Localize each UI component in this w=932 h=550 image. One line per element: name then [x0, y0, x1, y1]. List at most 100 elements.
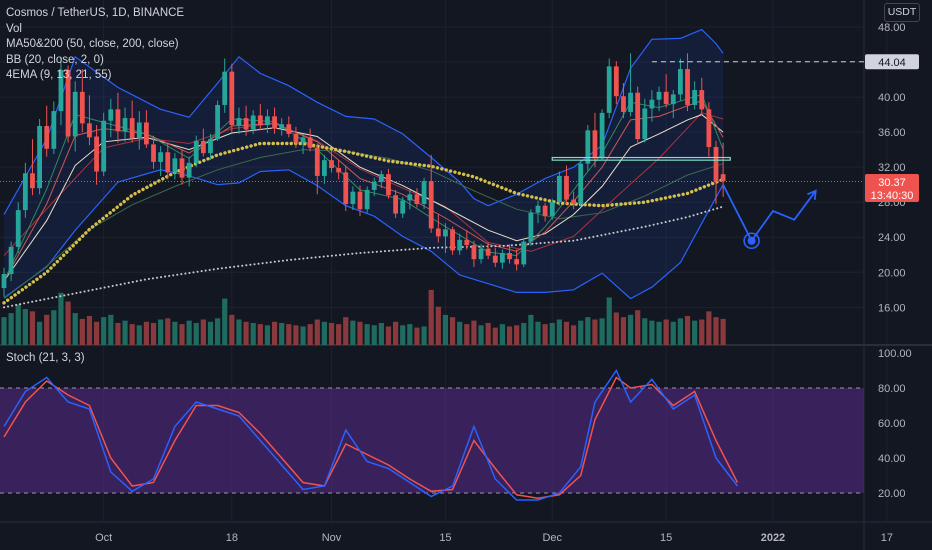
candle-body — [457, 239, 463, 251]
candle-body — [200, 140, 206, 154]
volume-bar — [485, 322, 491, 345]
volume-bar — [706, 311, 712, 345]
candle-body — [706, 109, 712, 148]
volume-bar — [72, 313, 78, 345]
volume-bar — [371, 325, 377, 345]
candle-body — [58, 69, 64, 112]
candle-body — [599, 112, 605, 159]
volume-bar — [37, 321, 43, 345]
candle-body — [549, 202, 555, 217]
candle-body — [571, 199, 576, 204]
stoch-tick-label: 60.00 — [878, 418, 906, 430]
volume-bar — [58, 292, 64, 345]
candle-body — [521, 241, 527, 265]
volume-bar — [122, 320, 128, 345]
volume-bar — [471, 320, 477, 345]
volume-bar — [286, 324, 292, 345]
candle-body — [578, 163, 584, 204]
volume-bar — [378, 322, 384, 345]
candle-body — [51, 111, 57, 149]
candle-body — [279, 124, 285, 129]
stochastic-panel — [0, 368, 864, 501]
volume-bar — [428, 289, 434, 345]
bb-upper-line — [3, 28, 724, 215]
candle-body — [713, 147, 719, 182]
volume-bar — [143, 321, 149, 345]
candle-body — [542, 205, 548, 217]
candle-body — [250, 115, 256, 130]
candle-body — [685, 69, 690, 105]
volume-bar — [293, 325, 299, 345]
candle-body — [464, 239, 470, 246]
volume-bar — [542, 324, 548, 345]
volume-bar — [108, 314, 114, 345]
volume-bar — [136, 325, 142, 345]
volume-bar — [336, 324, 342, 345]
symbol-title[interactable]: Cosmos / TetherUS, 1D, BINANCE — [6, 7, 185, 19]
candle-body — [471, 245, 477, 260]
volume-bar — [684, 316, 691, 345]
candle-body — [144, 122, 149, 145]
volume-bar — [65, 301, 71, 345]
resistance-badge: 44.04 — [865, 54, 919, 70]
volume-bar — [585, 317, 591, 345]
resistance-badge-bg — [865, 54, 919, 70]
time-tick-label: Dec — [542, 532, 562, 544]
volume-bar — [492, 327, 498, 345]
volume-bar — [549, 322, 555, 345]
volume-bar — [158, 319, 164, 345]
candle-body — [286, 124, 292, 134]
stoch-label[interactable]: Stoch (21, 3, 3) — [6, 352, 85, 364]
volume-bar — [343, 317, 349, 345]
time-tick-label: 2022 — [761, 532, 785, 544]
stoch-tick-label: 100.00 — [878, 348, 912, 360]
candle-body — [165, 152, 171, 173]
candle-body — [678, 69, 683, 95]
candle-body — [628, 92, 633, 112]
volume-bar — [193, 322, 199, 345]
candle-body — [378, 174, 384, 183]
candle-body — [485, 248, 491, 256]
volume-bar — [414, 327, 420, 345]
candle-body — [699, 90, 705, 110]
price-tick-label: 20.00 — [878, 267, 906, 279]
volume-bar — [385, 326, 392, 345]
candle-body — [243, 118, 249, 130]
volume-bar — [677, 318, 683, 345]
volume-bar — [435, 306, 441, 345]
candle-body — [172, 158, 178, 173]
candle-body — [208, 139, 213, 154]
vol-label[interactable]: Vol — [6, 22, 22, 35]
volume-bar — [328, 322, 335, 345]
ma50-line — [2, 141, 725, 305]
candle-body — [272, 116, 277, 129]
volume-bar — [236, 319, 242, 345]
candle-body — [407, 194, 413, 201]
volume-bar — [321, 321, 327, 345]
candle-body — [364, 189, 370, 210]
candle-body — [564, 175, 569, 200]
volume-bar — [22, 309, 28, 345]
candle-body — [421, 181, 427, 204]
candle-body — [314, 147, 320, 176]
support-zone — [551, 156, 731, 161]
ma-label[interactable]: MA50&200 (50, close, 200, close) — [6, 38, 179, 50]
indicator-legend: Cosmos / TetherUS, 1D, BINANCE Vol MA50&… — [6, 6, 184, 84]
volume-bar — [115, 322, 121, 345]
volume-bar — [165, 318, 171, 345]
volume-bar — [8, 313, 14, 345]
bb-label[interactable]: BB (20, close, 2, 0) — [6, 53, 104, 66]
volume-bar — [571, 325, 577, 345]
candle-body — [101, 120, 107, 172]
ema-label[interactable]: 4EMA (9, 13, 21, 55) — [6, 69, 112, 81]
candle-body — [151, 144, 156, 162]
candle-body — [336, 168, 342, 173]
currency-badge[interactable]: USDT — [884, 3, 920, 22]
candle-body — [37, 125, 42, 189]
candle-body — [428, 181, 434, 229]
time-tick-label: Nov — [322, 532, 342, 544]
time-tick-label: 15 — [439, 532, 451, 544]
volume-bar — [86, 316, 93, 345]
